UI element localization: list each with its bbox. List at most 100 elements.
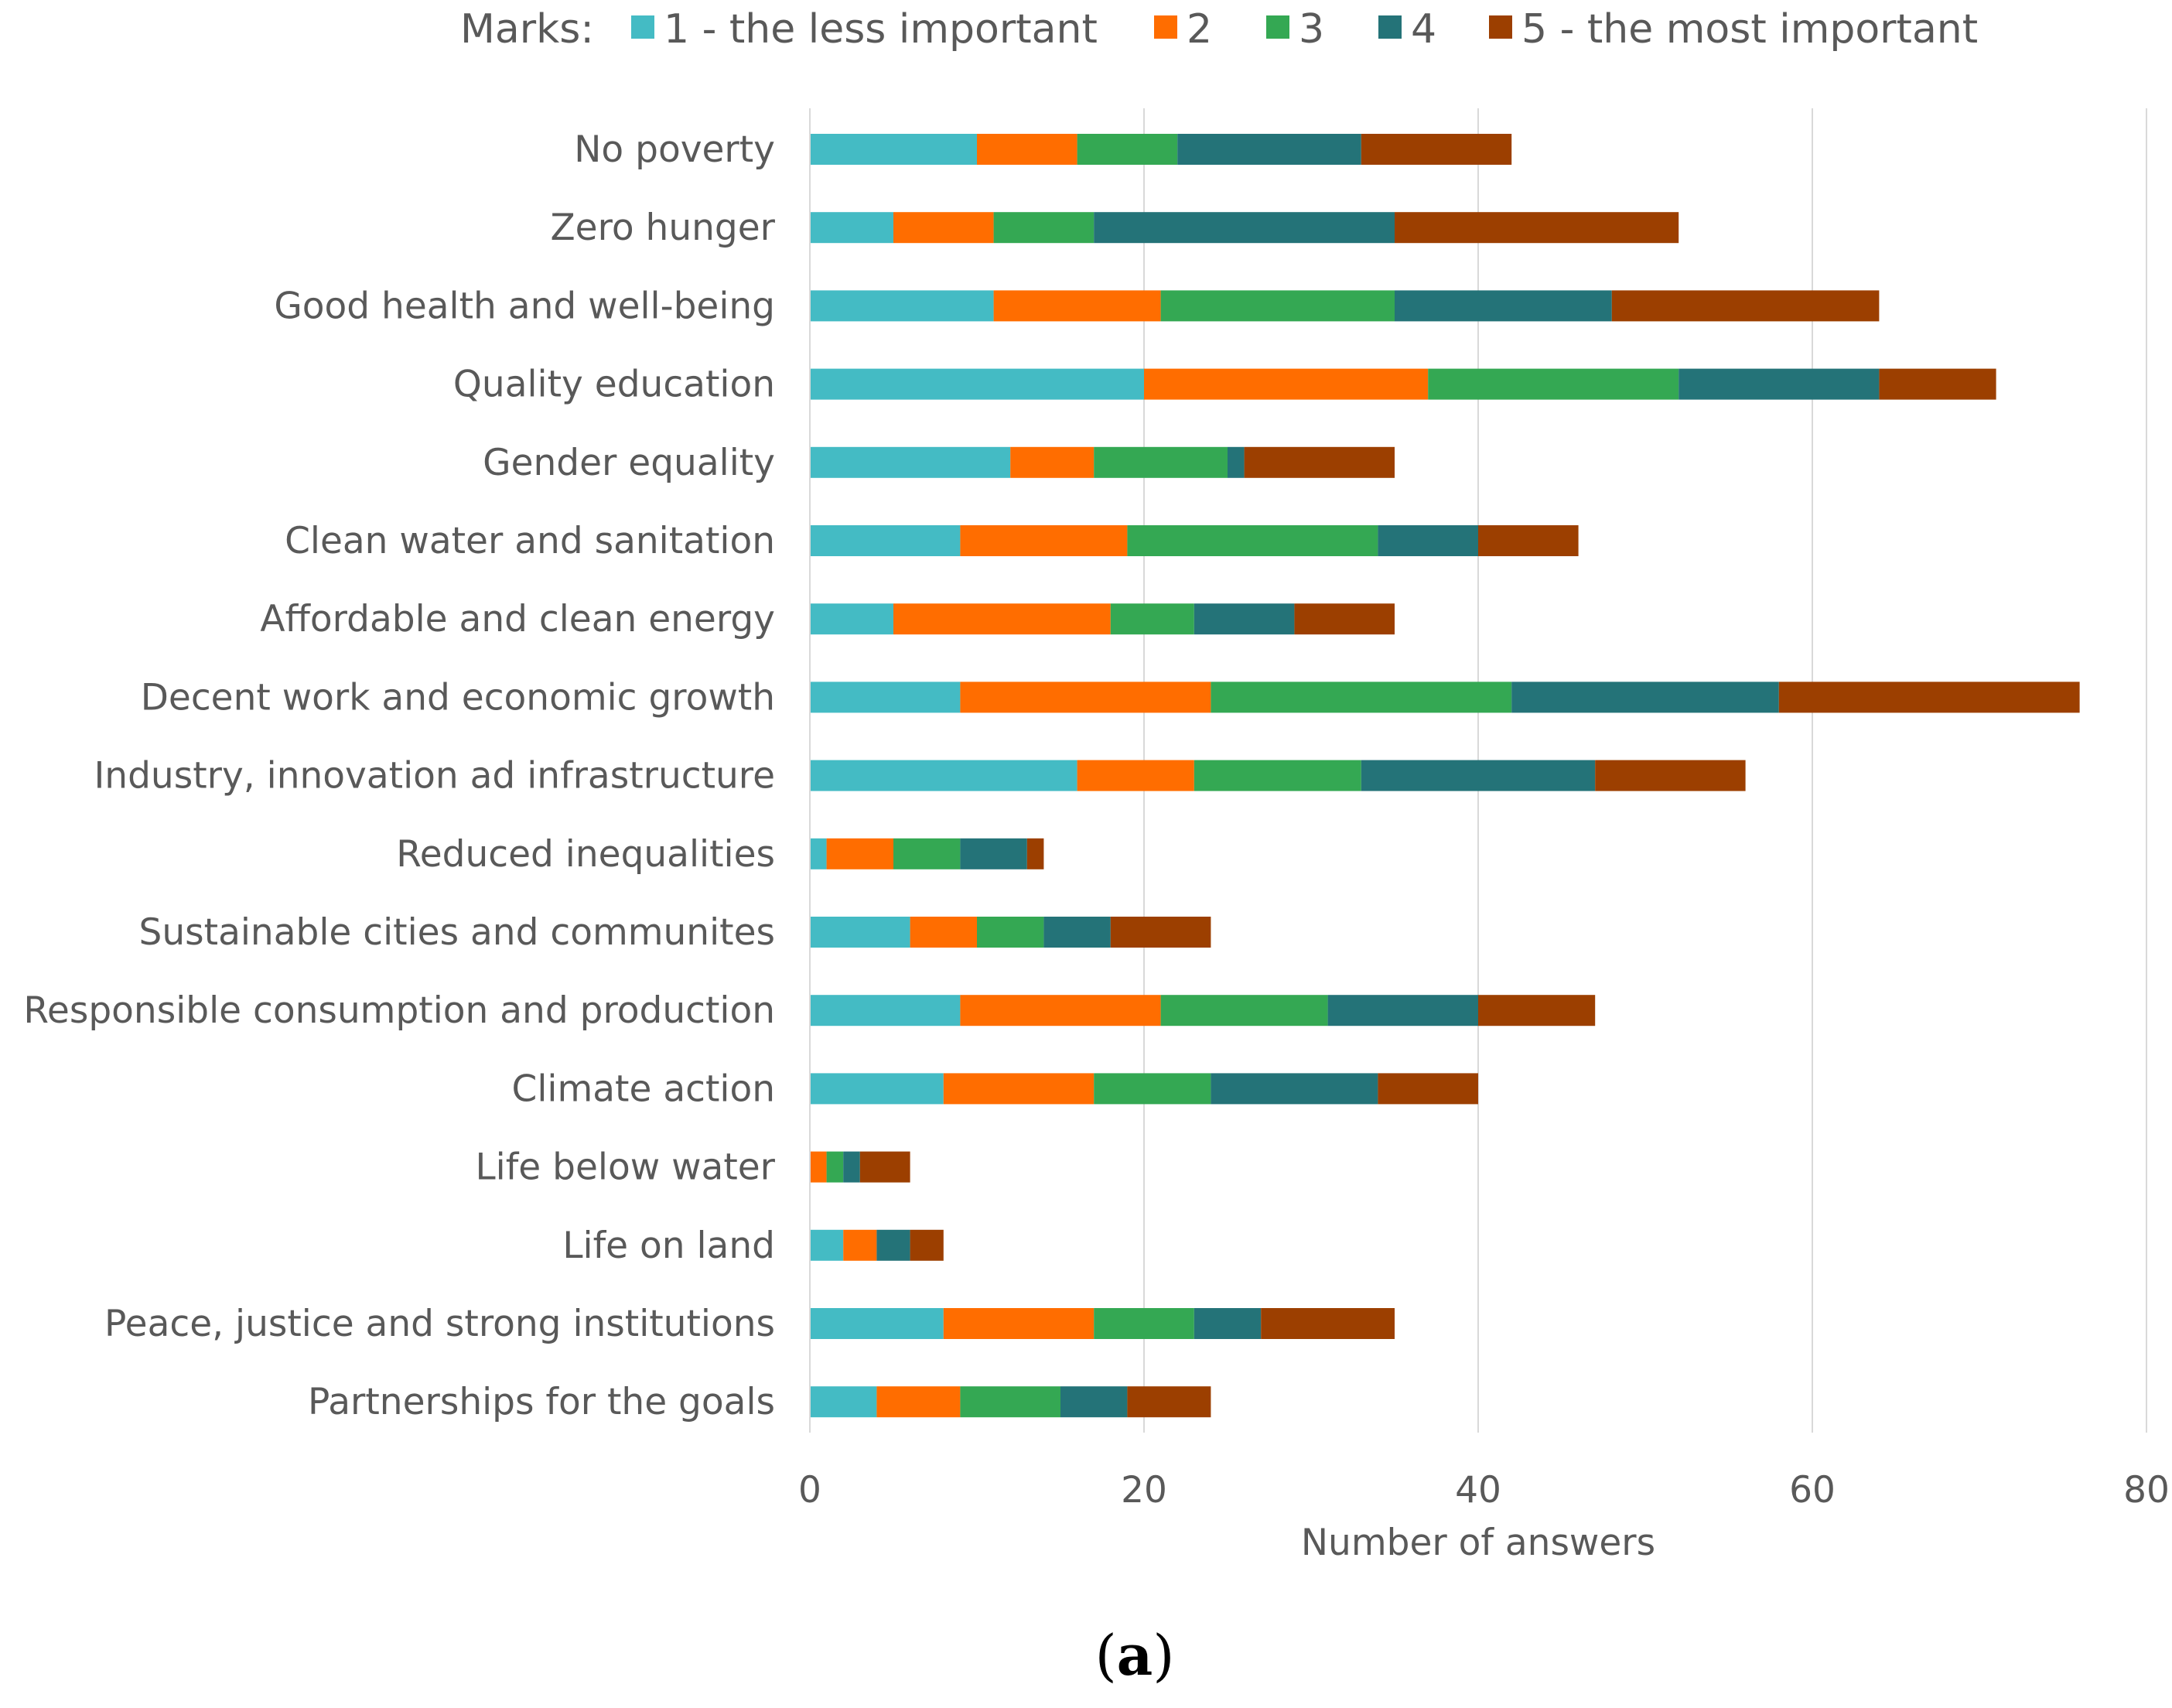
category-label: No poverty xyxy=(574,128,775,171)
bar-row xyxy=(810,681,2080,713)
bar-segment-series-2 xyxy=(910,917,977,948)
bar-row xyxy=(810,290,1880,322)
bar-segment-series-2 xyxy=(810,1151,827,1183)
bar-segment-series-3 xyxy=(1094,1073,1211,1105)
bar-segment-series-2 xyxy=(943,1308,1095,1339)
category-label: Reduced inequalities xyxy=(396,833,775,876)
caption-close: ) xyxy=(1153,1623,1174,1688)
bar-segment-series-4 xyxy=(1228,446,1245,478)
bar-segment-series-2 xyxy=(1144,368,1429,400)
bar-segment-series-4 xyxy=(1327,995,1478,1027)
bar-segment-series-2 xyxy=(876,1386,961,1418)
bar-segment-series-3 xyxy=(1077,134,1178,165)
bar-segment-series-4 xyxy=(1094,212,1395,244)
bar-segment-series-2 xyxy=(1077,760,1194,791)
bar-segment-series-1 xyxy=(810,525,961,556)
bar-row xyxy=(810,1151,910,1183)
category-label: Responsible consumption and production xyxy=(23,989,775,1032)
bar-segment-series-1 xyxy=(810,290,994,322)
bar-segment-series-4 xyxy=(1679,368,1880,400)
bar-segment-series-4 xyxy=(960,838,1027,869)
category-labels: No poverty Zero hunger Good health and wel… xyxy=(23,128,775,1423)
legend-swatch-series-4 xyxy=(1378,15,1402,39)
bar-segment-series-1 xyxy=(810,1308,944,1339)
legend-label-series-1: 1 - the less important xyxy=(664,6,1098,53)
bar-segment-series-3 xyxy=(1094,446,1228,478)
bar-segment-series-1 xyxy=(810,838,827,869)
bar-segment-series-5 xyxy=(1026,838,1044,869)
bar-segment-series-5 xyxy=(1395,212,1679,244)
x-tick-label: 60 xyxy=(1789,1469,1836,1512)
caption-open: ( xyxy=(1095,1623,1117,1688)
bar-segment-series-3 xyxy=(1127,525,1378,556)
legend-swatch-series-5 xyxy=(1489,15,1512,39)
category-label: Decent work and economic growth xyxy=(141,676,775,719)
bar-row xyxy=(810,995,1596,1027)
bar-segment-series-3 xyxy=(993,212,1095,244)
bar-segment-series-2 xyxy=(960,525,1128,556)
category-label: Life on land xyxy=(562,1225,775,1267)
bar-segment-series-4 xyxy=(1211,1073,1378,1105)
x-tick-label: 20 xyxy=(1121,1469,1167,1512)
bar-segment-series-5 xyxy=(1244,446,1395,478)
bar-segment-series-2 xyxy=(960,995,1161,1027)
bar-row xyxy=(810,838,1044,869)
bar-segment-series-4 xyxy=(1043,917,1111,948)
bar-segment-series-4 xyxy=(843,1151,860,1183)
bar-row xyxy=(810,1073,1478,1105)
bar-row xyxy=(810,446,1395,478)
bar-segment-series-2 xyxy=(943,1073,1095,1105)
chart-legend: Marks: 1 - the less important 2 3 4 5 - the … xyxy=(460,6,1978,53)
bar-row xyxy=(810,917,1211,948)
bar-segment-series-4 xyxy=(1177,134,1361,165)
bar-segment-series-3 xyxy=(893,838,961,869)
bar-segment-series-1 xyxy=(810,1229,844,1261)
bar-segment-series-1 xyxy=(810,1386,877,1418)
category-label: Life below water xyxy=(476,1146,776,1189)
bar-segment-series-4 xyxy=(1395,290,1612,322)
bar-segment-series-1 xyxy=(810,917,910,948)
bar-segment-series-2 xyxy=(826,838,893,869)
legend-label-series-4: 4 xyxy=(1411,6,1436,53)
bar-segment-series-4 xyxy=(1378,525,1478,556)
bar-segment-series-5 xyxy=(1127,1386,1211,1418)
bar-segment-series-3 xyxy=(1160,290,1395,322)
bar-segment-series-5 xyxy=(1378,1073,1478,1105)
bar-segment-series-2 xyxy=(960,681,1211,713)
bar-segment-series-1 xyxy=(810,760,1077,791)
bar-row xyxy=(810,134,1512,165)
bar-segment-series-2 xyxy=(993,290,1161,322)
category-label: Industry, innovation ad infrastructure xyxy=(94,755,775,798)
category-label: Partnerships for the goals xyxy=(308,1381,775,1423)
category-label: Affordable and clean energy xyxy=(260,598,775,640)
bar-segment-series-1 xyxy=(810,1073,944,1105)
bar-segment-series-5 xyxy=(1611,290,1880,322)
bar-segment-series-4 xyxy=(876,1229,910,1261)
caption-letter: a xyxy=(1117,1622,1153,1688)
bar-segment-series-1 xyxy=(810,134,977,165)
bar-row xyxy=(810,212,1679,244)
bar-segment-series-5 xyxy=(1261,1308,1395,1339)
bar-segment-series-1 xyxy=(810,681,961,713)
bar-segment-series-2 xyxy=(893,212,994,244)
legend-swatch-series-2 xyxy=(1154,15,1177,39)
legend-swatch-series-3 xyxy=(1266,15,1289,39)
bar-row xyxy=(810,525,1579,556)
bar-segment-series-2 xyxy=(893,603,1111,635)
bar-segment-series-3 xyxy=(1094,1308,1194,1339)
x-tick-label: 40 xyxy=(1455,1469,1501,1512)
bar-segment-series-1 xyxy=(810,212,893,244)
category-label: Zero hunger xyxy=(550,207,775,249)
figure-caption: (a) xyxy=(1095,1622,1175,1688)
bar-segment-series-5 xyxy=(1478,995,1596,1027)
legend-label-series-3: 3 xyxy=(1299,6,1324,53)
legend-title: Marks: xyxy=(460,6,594,53)
bar-segment-series-4 xyxy=(1194,1308,1262,1339)
bar-segment-series-3 xyxy=(977,917,1044,948)
category-label: Peace, justice and strong institutions xyxy=(104,1303,775,1345)
bar-segment-series-4 xyxy=(1361,760,1596,791)
bar-segment-series-3 xyxy=(1194,760,1361,791)
bar-segment-series-5 xyxy=(1778,681,2080,713)
legend-swatch-series-1 xyxy=(631,15,654,39)
